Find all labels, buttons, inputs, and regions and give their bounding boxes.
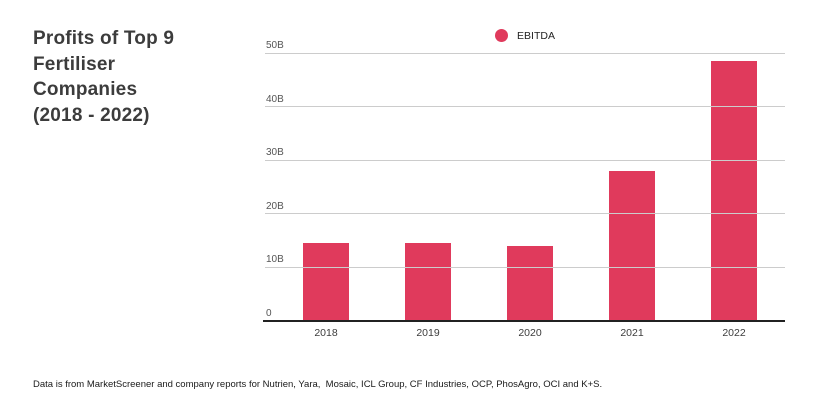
chart-title: Profits of Top 9 Fertiliser Companies (2… <box>33 26 243 128</box>
legend: EBITDA <box>265 29 785 42</box>
chart-title-line-3: Companies <box>33 79 138 100</box>
x-tick-2021: 2021 <box>620 327 644 339</box>
x-axis-line <box>263 320 785 322</box>
x-tick-2020: 2020 <box>518 327 542 339</box>
x-axis-labels: 2018 2019 2020 2021 2022 <box>275 327 785 339</box>
chart-title-line-4: (2018 - 2022) <box>33 104 150 126</box>
footnote: Data is from MarketScreener and company … <box>33 347 602 410</box>
footnote-line-1: Data is from MarketScreener and company … <box>33 379 603 390</box>
y-tick-50B: 50B <box>266 40 284 51</box>
x-tick-2018: 2018 <box>314 327 338 339</box>
plot-area: 2018 2019 2020 2021 2022 50B 40B 30B 20B 10B 0 <box>263 40 785 339</box>
chart-title-line-1: Profits of Top 9 <box>33 28 175 49</box>
gridline-50B <box>265 52 785 54</box>
bar-band-2022 <box>683 53 785 321</box>
bars-row <box>275 53 785 321</box>
bar-2019 <box>405 243 451 321</box>
x-tick-2019: 2019 <box>416 327 440 339</box>
legend-dot-icon <box>495 29 509 42</box>
y-tick-40B: 40B <box>266 93 284 105</box>
bar-2022 <box>711 61 757 321</box>
bar-2018 <box>303 243 349 321</box>
bar-2020 <box>507 245 553 321</box>
y-tick-30B: 30B <box>266 147 284 159</box>
gridline-20B <box>265 213 785 215</box>
chart-title-line-2: Fertiliser <box>33 53 116 75</box>
y-tick-20B: 20B <box>266 200 284 212</box>
bar-band-2021 <box>581 53 683 321</box>
gridline-30B <box>265 159 785 161</box>
y-tick-0: 0 <box>266 308 272 319</box>
bar-band-2019 <box>377 53 479 321</box>
bar-band-2018 <box>275 53 377 321</box>
gridline-10B <box>265 266 785 268</box>
gridline-40B <box>265 106 785 108</box>
legend-label: EBITDA <box>517 29 555 42</box>
bar-2021 <box>609 170 655 321</box>
bar-band-2020 <box>479 53 581 321</box>
y-tick-10B: 10B <box>266 254 284 266</box>
x-tick-2022: 2022 <box>722 327 746 339</box>
